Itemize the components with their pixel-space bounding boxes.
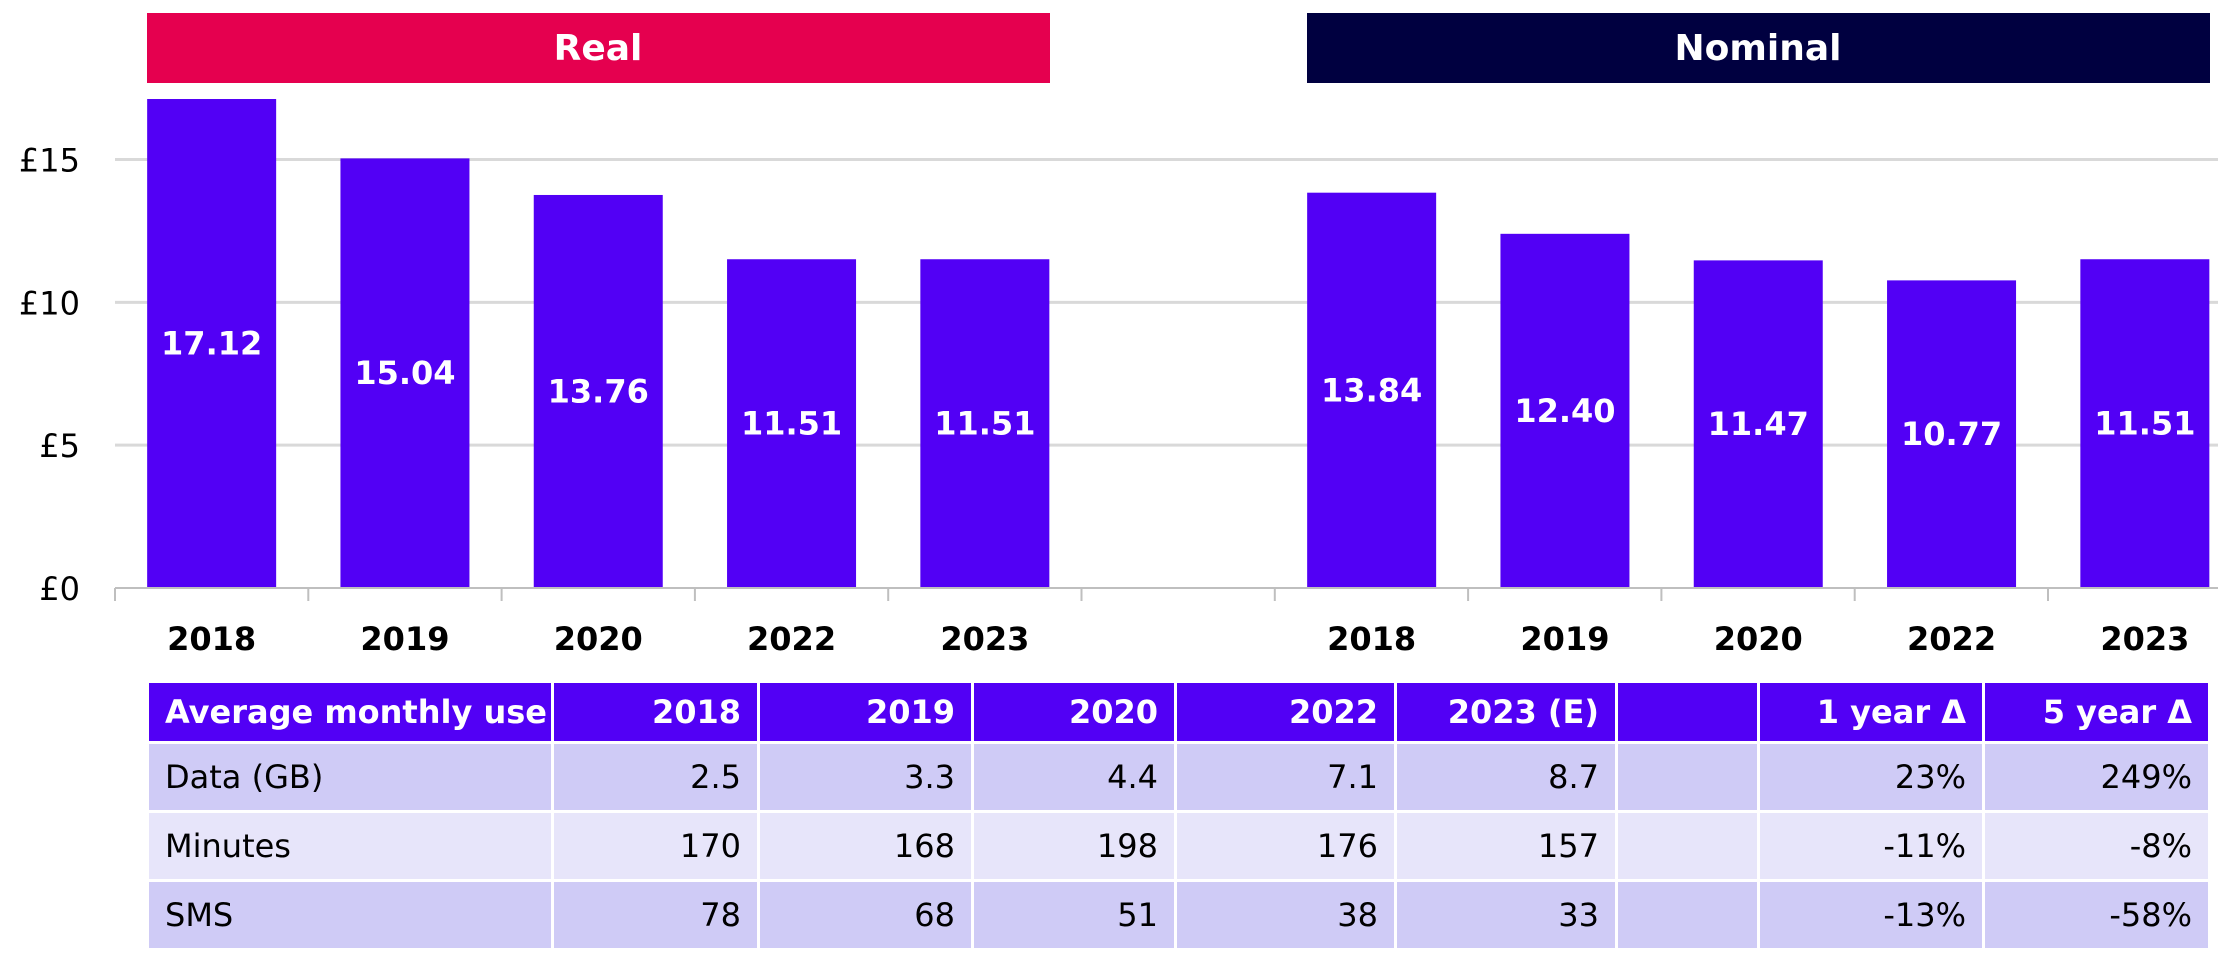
bar-nominal-2020 xyxy=(1693,260,1823,588)
bar-real-2018 xyxy=(147,99,277,588)
y-tick-label: £0 xyxy=(39,570,80,608)
table-header-cell: 2020 xyxy=(971,680,1177,744)
table-cell: 78 xyxy=(551,879,760,951)
x-tick-label: 2018 xyxy=(1327,620,1416,658)
table-header-cell: 2022 xyxy=(1174,680,1397,744)
y-tick-label: £5 xyxy=(39,427,80,465)
bar-nominal-2023 xyxy=(2080,259,2210,588)
bar-nominal-2022 xyxy=(1887,280,2017,588)
table-cell: 2.5 xyxy=(551,741,760,813)
y-tick-label: £15 xyxy=(19,142,80,180)
x-tick-label: 2019 xyxy=(360,620,449,658)
x-tick-label: 2022 xyxy=(1907,620,1996,658)
table-cell: 38 xyxy=(1174,879,1397,951)
table-cell: -8% xyxy=(1982,810,2211,882)
table-cell xyxy=(1615,810,1760,882)
bars: 17.12 15.04 13.76 11.51 11.51 13.84 12.40 11.47… xyxy=(147,99,2210,589)
usage-table: Average monthly use 2018 2019 2020 2022 2023 … xyxy=(146,680,2211,951)
group-headers: Real Nominal xyxy=(147,13,2210,83)
bar-real-2020 xyxy=(533,194,663,588)
table-cell: 176 xyxy=(1174,810,1397,882)
table-cell: 4.4 xyxy=(971,741,1177,813)
table-header-row: Average monthly use 2018 2019 2020 2022 2023 … xyxy=(146,680,2211,744)
x-tick-label: 2018 xyxy=(167,620,256,658)
table-header-cell: 2018 xyxy=(551,680,760,744)
bar-data-label: 12.40 xyxy=(1514,392,1615,430)
table-cell: 7.1 xyxy=(1174,741,1397,813)
x-tick-label: 2020 xyxy=(1714,620,1803,658)
x-tick-label: 2022 xyxy=(747,620,836,658)
bar-data-label: 11.51 xyxy=(741,405,842,443)
table-body: Data (GB) 2.5 3.3 4.4 7.1 8.7 23% 249% Minutes 17… xyxy=(146,741,2211,951)
table-row-label: SMS xyxy=(146,879,554,951)
nominal-header-label: Nominal xyxy=(1675,28,1842,69)
x-tick-label: 2020 xyxy=(554,620,643,658)
real-header-label: Real xyxy=(554,28,643,69)
table-header-cell: 2019 xyxy=(757,680,974,744)
x-tick-label: 2023 xyxy=(940,620,1029,658)
real-header-band xyxy=(147,13,1050,83)
table-cell: 170 xyxy=(551,810,760,882)
y-tick-label: £10 xyxy=(19,284,80,322)
table-header-cell: 1 year Δ xyxy=(1757,680,1985,744)
table-cell: 51 xyxy=(971,879,1177,951)
table-row: Data (GB) 2.5 3.3 4.4 7.1 8.7 23% 249% xyxy=(146,741,2211,813)
x-axis: 2018 2019 2020 2022 2023 2018 2019 2020 2022 2023 xyxy=(114,587,2218,658)
table-cell xyxy=(1615,879,1760,951)
bar-real-2019 xyxy=(340,158,470,589)
table-header-cell: 5 year Δ xyxy=(1982,680,2211,744)
bar-data-label: 11.47 xyxy=(1708,405,1809,443)
x-tick-label: 2023 xyxy=(2100,620,2189,658)
table-header-cell: 2023 (E) xyxy=(1394,680,1618,744)
table-cell: 168 xyxy=(757,810,974,882)
table-row: SMS 78 68 51 38 33 -13% -58% xyxy=(146,879,2211,951)
table-cell: -13% xyxy=(1757,879,1985,951)
bar-data-label: 15.04 xyxy=(354,354,455,392)
x-tick-label: 2019 xyxy=(1520,620,1609,658)
table-row: Minutes 170 168 198 176 157 -11% -8% xyxy=(146,810,2211,882)
table-cell: 68 xyxy=(757,879,974,951)
table-cell: 198 xyxy=(971,810,1177,882)
table-cell: 33 xyxy=(1394,879,1618,951)
bar-nominal-2018 xyxy=(1307,192,1437,588)
bar-real-2023 xyxy=(920,259,1050,588)
table-row-label: Data (GB) xyxy=(146,741,554,813)
table-cell: -58% xyxy=(1982,879,2211,951)
table-cell xyxy=(1615,741,1760,813)
bar-data-label: 13.84 xyxy=(1321,371,1422,409)
bar-data-label: 13.76 xyxy=(548,372,649,410)
table-row-label: Minutes xyxy=(146,810,554,882)
table-header-cell: Average monthly use xyxy=(146,680,554,744)
bar-data-label: 11.51 xyxy=(934,405,1035,443)
table-cell: 8.7 xyxy=(1394,741,1618,813)
bar-nominal-2019 xyxy=(1500,233,1630,589)
bar-data-label: 17.12 xyxy=(161,325,262,363)
table-cell: 23% xyxy=(1757,741,1985,813)
bar-data-label: 10.77 xyxy=(1901,415,2002,453)
table-cell: 3.3 xyxy=(757,741,974,813)
table-cell: 157 xyxy=(1394,810,1618,882)
table-cell: -11% xyxy=(1757,810,1985,882)
bar-data-label: 11.51 xyxy=(2094,405,2195,443)
bar-real-2022 xyxy=(727,259,857,588)
nominal-header-band xyxy=(1307,13,2210,83)
table-cell: 249% xyxy=(1982,741,2211,813)
table-header-cell xyxy=(1615,680,1760,744)
